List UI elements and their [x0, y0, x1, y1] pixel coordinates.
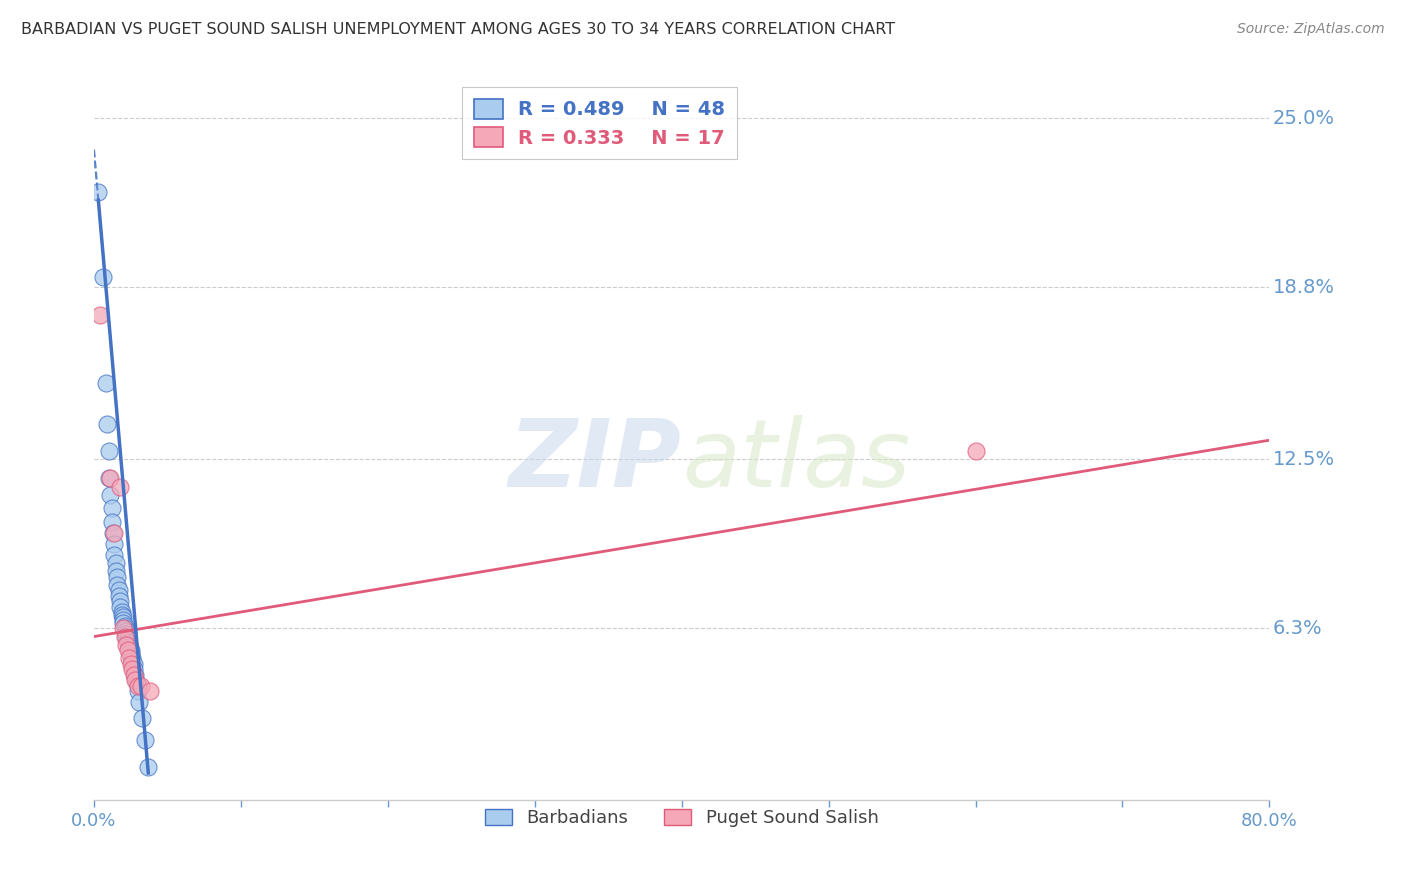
Point: [110, 599, 132, 614]
Text: atlas: atlas: [682, 415, 910, 506]
Point: [124, 673, 146, 688]
Point: [112, 613, 135, 627]
Point: [108, 583, 131, 598]
Point: [114, 621, 136, 635]
Point: [127, 684, 149, 698]
Point: [139, 684, 162, 698]
Point: [127, 679, 149, 693]
Point: [131, 711, 153, 725]
Point: [118, 638, 141, 652]
Point: [111, 607, 134, 622]
Point: [112, 621, 135, 635]
Point: [110, 479, 132, 493]
Legend: Barbadians, Puget Sound Salish: Barbadians, Puget Sound Salish: [478, 802, 886, 835]
Point: [121, 654, 143, 668]
Point: [96, 417, 118, 431]
Point: [121, 662, 143, 676]
Point: [112, 610, 135, 624]
Point: [108, 589, 131, 603]
Text: 18.8%: 18.8%: [1272, 278, 1334, 297]
Point: [104, 564, 127, 578]
Point: [97, 471, 120, 485]
Point: [120, 643, 142, 657]
Point: [120, 648, 142, 663]
Point: [103, 537, 125, 551]
Point: [115, 638, 138, 652]
Point: [110, 594, 132, 608]
Point: [107, 578, 129, 592]
Point: [122, 662, 145, 676]
Point: [118, 651, 141, 665]
Point: [129, 679, 152, 693]
Point: [98, 471, 121, 485]
Point: [114, 618, 136, 632]
Point: [134, 733, 156, 747]
Text: BARBADIAN VS PUGET SOUND SALISH UNEMPLOYMENT AMONG AGES 30 TO 34 YEARS CORRELATI: BARBADIAN VS PUGET SOUND SALISH UNEMPLOY…: [21, 22, 896, 37]
Point: [118, 640, 141, 655]
Point: [100, 501, 122, 516]
Point: [117, 643, 139, 657]
Point: [122, 657, 145, 671]
Point: [103, 525, 125, 540]
Point: [122, 667, 145, 681]
Point: [111, 605, 134, 619]
Point: [101, 525, 124, 540]
Point: [103, 548, 125, 562]
Point: [125, 676, 148, 690]
Point: [114, 630, 136, 644]
Point: [120, 657, 142, 671]
Point: [104, 556, 127, 570]
Point: [91, 269, 114, 284]
Point: [120, 646, 142, 660]
Text: ZIP: ZIP: [509, 415, 682, 507]
Point: [100, 515, 122, 529]
Point: [98, 488, 121, 502]
Point: [128, 695, 150, 709]
Point: [115, 630, 138, 644]
Point: [124, 667, 146, 681]
Point: [87, 185, 110, 199]
Point: [115, 624, 138, 639]
Text: Source: ZipAtlas.com: Source: ZipAtlas.com: [1237, 22, 1385, 37]
Point: [117, 635, 139, 649]
Point: [94, 376, 117, 390]
Text: 25.0%: 25.0%: [1272, 109, 1334, 128]
Point: [107, 569, 129, 583]
Point: [117, 632, 139, 647]
Point: [115, 627, 138, 641]
Point: [965, 444, 987, 458]
Point: [97, 444, 120, 458]
Text: 12.5%: 12.5%: [1272, 450, 1336, 469]
Point: [136, 760, 159, 774]
Text: 6.3%: 6.3%: [1272, 619, 1323, 638]
Point: [121, 651, 143, 665]
Point: [89, 308, 111, 322]
Point: [112, 615, 135, 630]
